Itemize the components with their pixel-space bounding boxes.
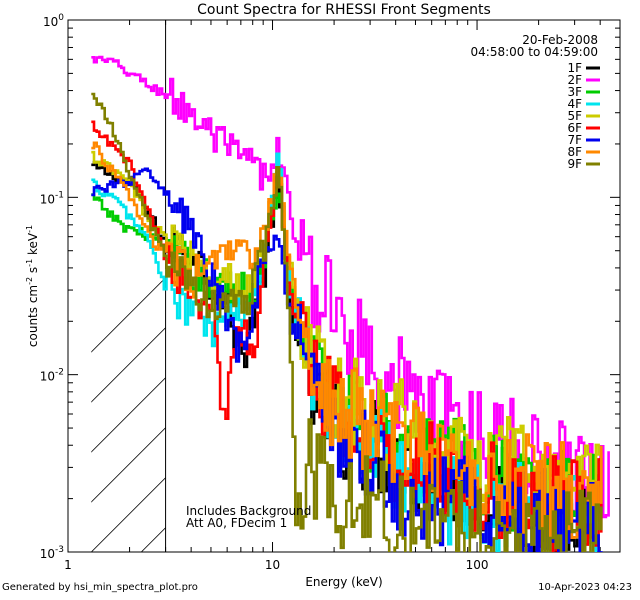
series-line-9f (91, 92, 603, 552)
legend-label-7f: 7F (567, 133, 582, 147)
date-label: 20-Feb-2008 (522, 33, 598, 47)
x-tick-label: 10 (265, 558, 280, 572)
x-tick-label: 1 (64, 558, 72, 572)
legend-label-4f: 4F (567, 97, 582, 111)
y-tick-label: 10-2 (40, 368, 64, 384)
hatch-line (91, 277, 166, 353)
legend-label-9f: 9F (567, 157, 582, 171)
footer-generated-by: Generated by hsi_min_spectra_plot.pro (2, 582, 198, 593)
annotation-text: Includes Background (186, 504, 311, 518)
y-axis-label: counts cm-2 s-1 keV-1 (25, 225, 40, 347)
plot-frame (67, 19, 621, 553)
legend-label-5f: 5F (567, 109, 582, 123)
annotation-text: Att A0, FDecim 1 (186, 516, 287, 530)
time-range-label: 04:58:00 to 04:59:00 (471, 45, 598, 59)
series-line-8f (91, 141, 603, 539)
legend-label-1f: 1F (567, 61, 582, 75)
legend-label-2f: 2F (567, 73, 582, 87)
chart-title: Count Spectra for RHESSI Front Segments (197, 2, 491, 18)
footer-timestamp: 10-Apr-2023 04:23 (538, 582, 632, 593)
legend-label-6f: 6F (567, 121, 582, 135)
legend-label-8f: 8F (567, 145, 582, 159)
y-tick-label: 10-1 (40, 190, 64, 206)
y-tick-label: 10-3 (40, 545, 64, 561)
x-tick-label: 100 (466, 558, 489, 572)
series-line-5f (91, 150, 603, 522)
legend-label-3f: 3F (567, 85, 582, 99)
y-tick-label: 100 (43, 13, 64, 29)
hatch-line (91, 427, 166, 503)
x-axis-label: Energy (keV) (305, 575, 382, 589)
